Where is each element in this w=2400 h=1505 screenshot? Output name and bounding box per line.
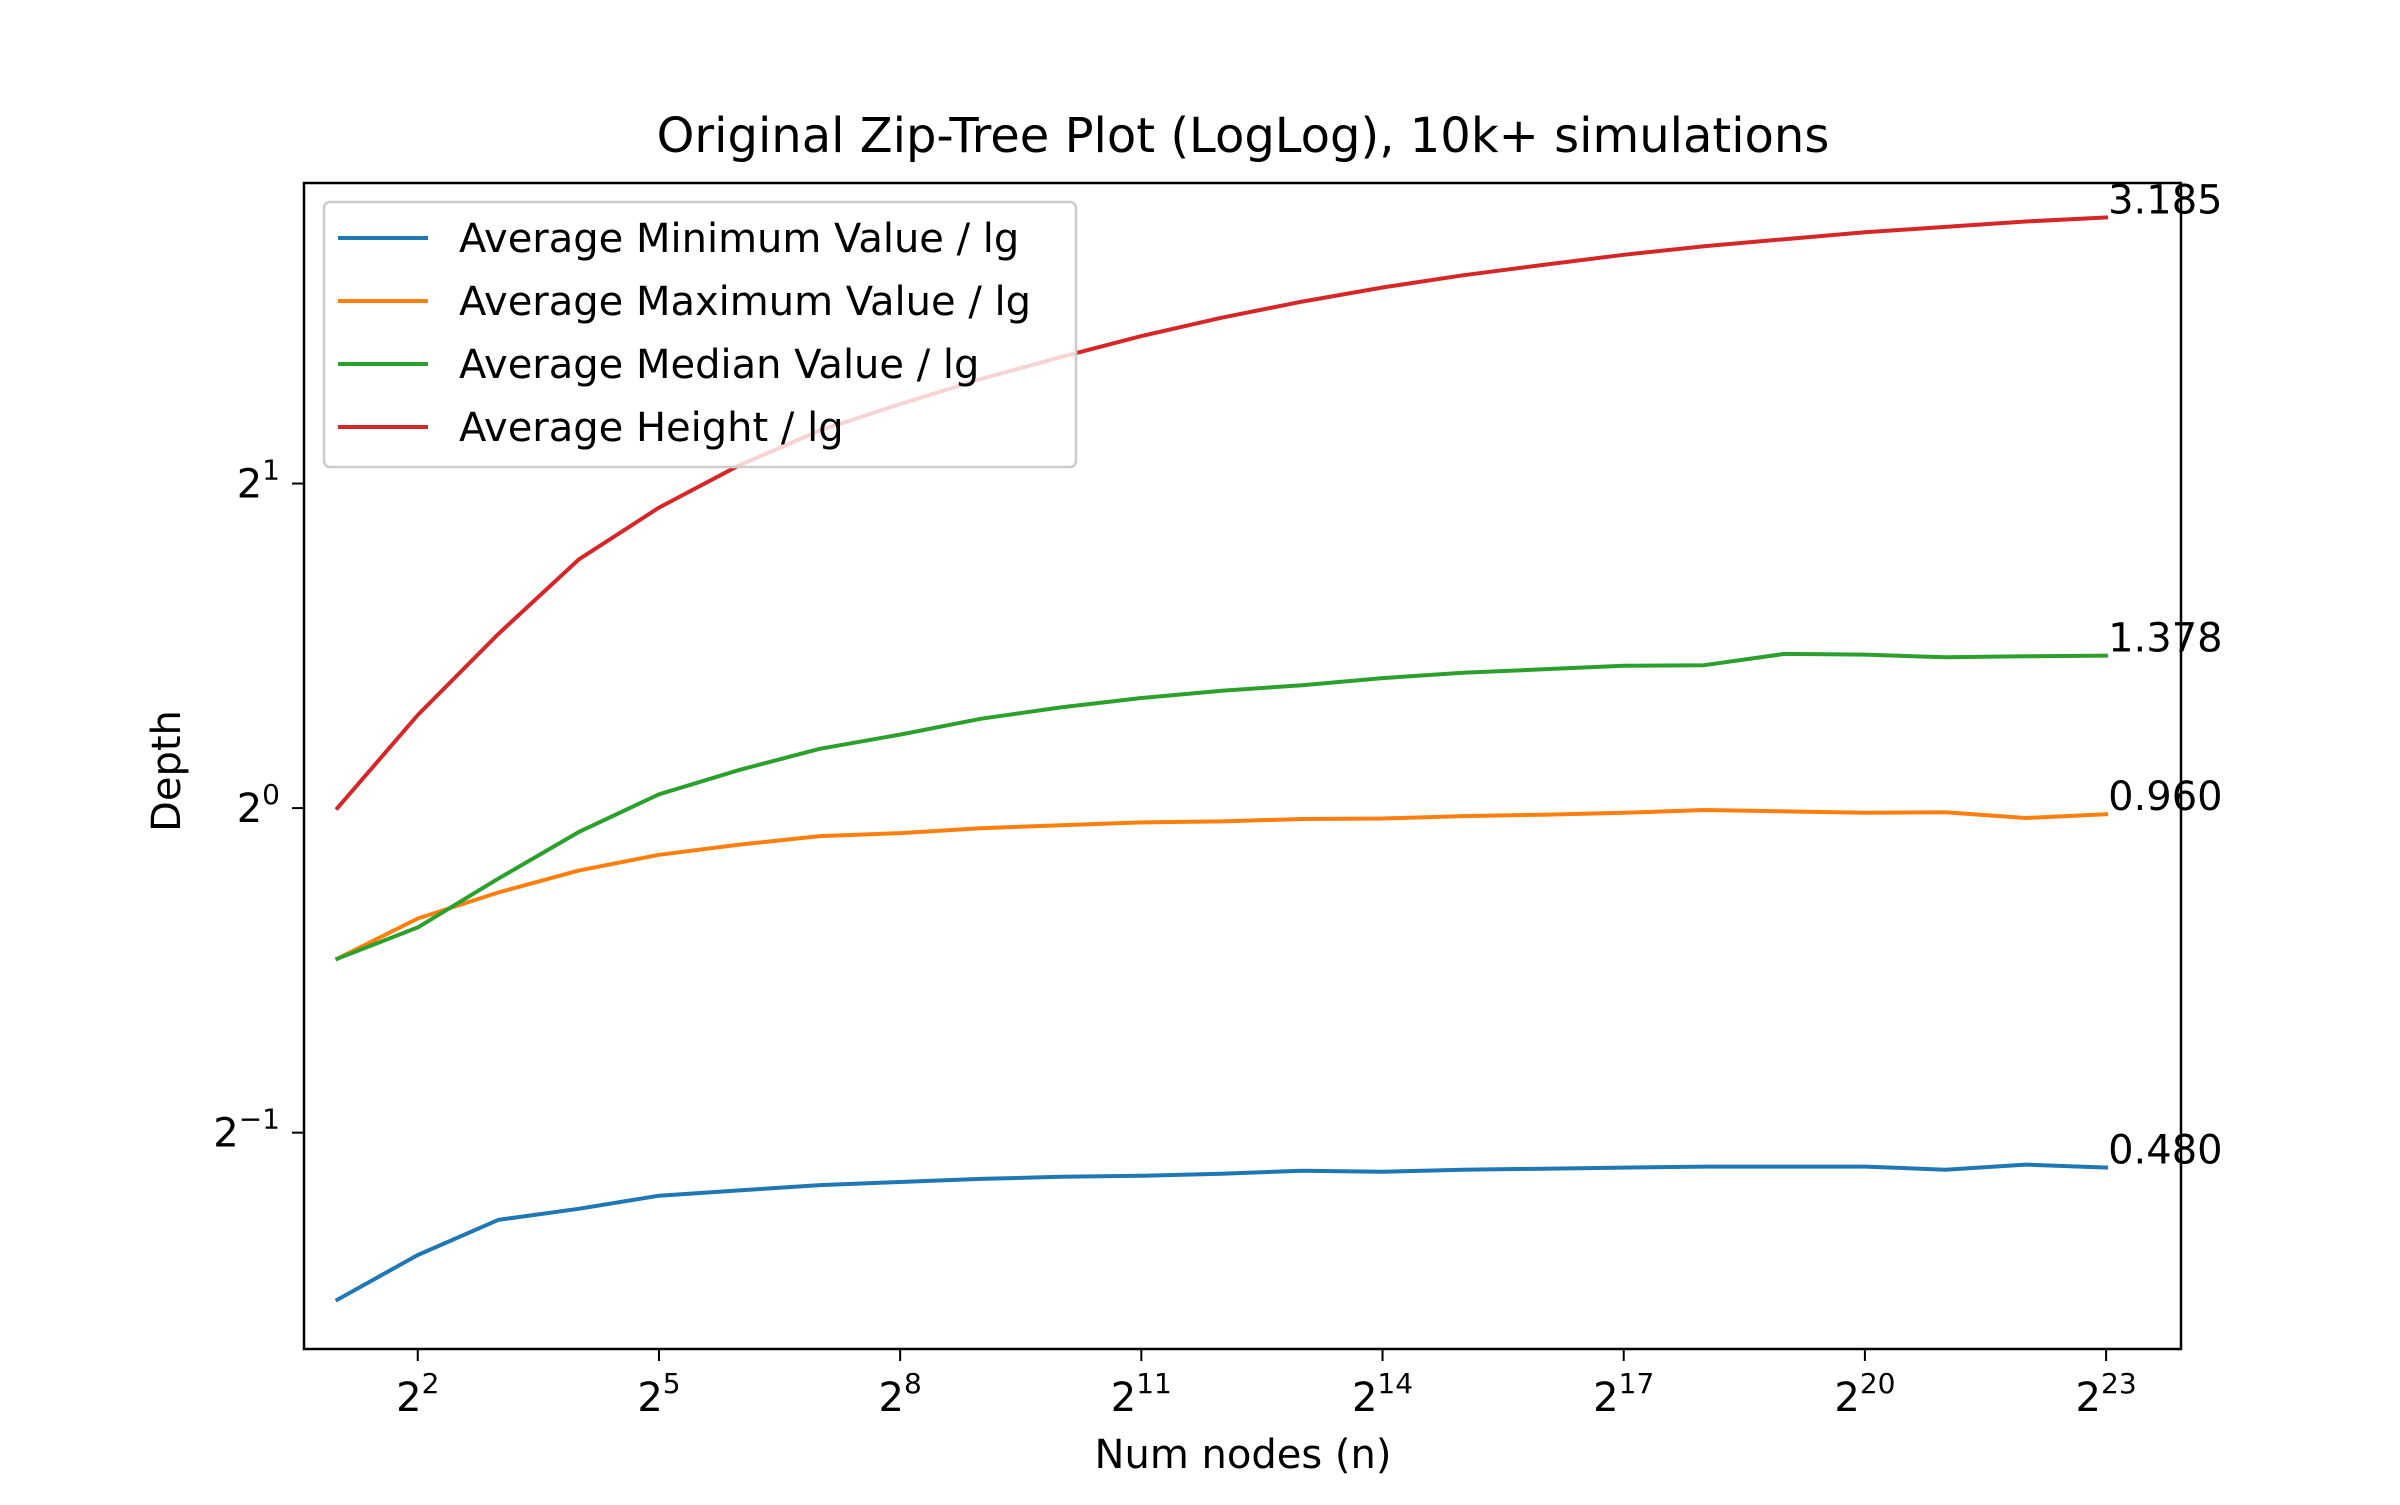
x-axis-ticks: 22 25 28 211 214 217 220 223 (396, 1349, 2137, 1421)
x-tick-label: 25 (637, 1367, 680, 1421)
x-tick-label: 220 (1834, 1367, 1895, 1421)
series-line (334, 651, 2109, 962)
x-tick-label: 223 (2076, 1367, 2137, 1421)
y-tick-exponent: −1 (239, 1103, 280, 1136)
series-end-labels: 0.480 0.960 1.378 3.185 (2108, 178, 2223, 1174)
y-tick-base: 2 (213, 1111, 238, 1157)
x-tick-exponent: 17 (1619, 1367, 1655, 1400)
legend-entry-label: Average Height / lg (459, 405, 844, 451)
series-line (334, 808, 2109, 962)
legend: Average Minimum Value / lg Average Maximu… (322, 200, 1078, 469)
y-tick-base: 2 (237, 786, 262, 832)
x-tick-exponent: 5 (663, 1367, 681, 1400)
x-tick-base: 2 (1834, 1375, 1859, 1421)
x-axis-label: Num nodes (n) (1095, 1432, 1392, 1478)
series-line (334, 215, 2109, 811)
y-tick-base: 2 (237, 462, 262, 508)
y-tick-label: 2−1 (213, 1103, 280, 1157)
legend-entry-label: Average Minimum Value / lg (459, 216, 1019, 262)
legend-entry-label: Average Median Value / lg (459, 342, 979, 388)
x-tick-base: 2 (396, 1375, 421, 1421)
y-tick-label: 21 (237, 454, 280, 508)
x-tick-exponent: 11 (1136, 1367, 1172, 1400)
x-tick-label: 217 (1593, 1367, 1654, 1421)
y-tick-label: 20 (237, 778, 280, 832)
series-end-label: 0.960 (2108, 774, 2223, 820)
chart-title: Original Zip-Tree Plot (LogLog), 10k+ si… (657, 108, 1830, 164)
y-tick-exponent: 1 (262, 454, 280, 487)
x-tick-base: 2 (637, 1375, 662, 1421)
x-tick-base: 2 (2076, 1375, 2101, 1421)
x-tick-exponent: 23 (2101, 1367, 2137, 1400)
series-line (334, 1162, 2109, 1303)
x-tick-exponent: 2 (422, 1367, 440, 1400)
x-tick-label: 211 (1111, 1367, 1172, 1421)
x-tick-base: 2 (1111, 1375, 1136, 1421)
x-tick-exponent: 20 (1860, 1367, 1896, 1400)
x-tick-label: 28 (879, 1367, 922, 1421)
x-tick-label: 214 (1352, 1367, 1413, 1421)
y-tick-exponent: 0 (262, 778, 280, 811)
series-end-label: 3.185 (2108, 178, 2223, 224)
x-tick-base: 2 (1352, 1375, 1377, 1421)
series-end-label: 1.378 (2108, 616, 2223, 662)
series-lines (334, 215, 2109, 1303)
x-tick-exponent: 8 (904, 1367, 922, 1400)
legend-box (322, 200, 1078, 469)
y-axis-label: Depth (144, 710, 190, 832)
series-end-label: 0.480 (2108, 1128, 2223, 1174)
x-tick-label: 22 (396, 1367, 439, 1421)
x-tick-base: 2 (1593, 1375, 1618, 1421)
plot-area-frame (302, 181, 2183, 1351)
x-tick-exponent: 14 (1377, 1367, 1413, 1400)
x-tick-base: 2 (879, 1375, 904, 1421)
legend-entry-label: Average Maximum Value / lg (459, 279, 1031, 325)
